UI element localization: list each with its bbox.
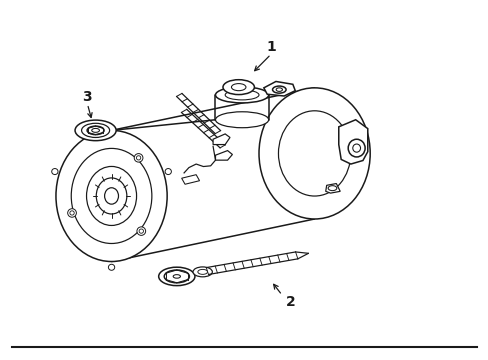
Ellipse shape [165, 168, 171, 175]
Ellipse shape [276, 88, 282, 91]
Polygon shape [325, 184, 340, 193]
Ellipse shape [215, 112, 268, 128]
Ellipse shape [327, 186, 336, 191]
Ellipse shape [259, 88, 369, 219]
Ellipse shape [223, 80, 254, 95]
Text: 3: 3 [82, 90, 92, 104]
Ellipse shape [56, 130, 167, 261]
Ellipse shape [136, 156, 141, 160]
Ellipse shape [96, 178, 126, 214]
Ellipse shape [272, 86, 285, 93]
Ellipse shape [134, 154, 142, 162]
Ellipse shape [108, 264, 115, 270]
Ellipse shape [198, 269, 207, 274]
Polygon shape [181, 175, 199, 184]
Ellipse shape [352, 144, 360, 152]
Text: 2: 2 [285, 295, 295, 309]
Polygon shape [338, 120, 367, 164]
Ellipse shape [86, 166, 136, 225]
Polygon shape [264, 81, 295, 96]
Polygon shape [213, 134, 229, 145]
Polygon shape [215, 150, 232, 160]
Text: 1: 1 [265, 40, 275, 54]
Ellipse shape [278, 111, 350, 196]
Ellipse shape [173, 275, 180, 278]
Ellipse shape [92, 129, 99, 132]
Ellipse shape [75, 120, 116, 141]
Ellipse shape [81, 123, 109, 138]
Ellipse shape [87, 126, 104, 135]
Ellipse shape [137, 227, 145, 235]
Ellipse shape [67, 209, 76, 217]
Ellipse shape [71, 148, 152, 243]
Ellipse shape [164, 270, 189, 283]
Ellipse shape [52, 168, 58, 175]
Ellipse shape [347, 139, 365, 157]
Ellipse shape [159, 267, 195, 285]
Ellipse shape [70, 211, 74, 215]
Ellipse shape [215, 87, 268, 103]
Ellipse shape [231, 84, 245, 91]
Ellipse shape [104, 188, 118, 204]
Ellipse shape [224, 90, 259, 100]
Ellipse shape [193, 267, 212, 277]
Ellipse shape [139, 229, 143, 233]
